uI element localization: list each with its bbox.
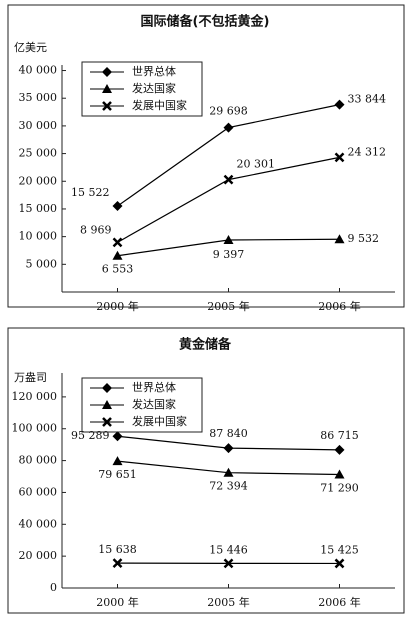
legend-label: 世界总体 [132,64,176,78]
x-tick-label: 2005 年 [207,299,250,313]
legend-label: 发达国家 [132,81,176,95]
data-label: 15 425 [320,543,359,556]
data-label: 72 394 [209,480,248,493]
marker [112,431,123,442]
marker [334,152,345,163]
data-label: 9 397 [213,248,245,261]
marker [112,558,123,568]
y-tick-label: 40 000 [19,517,58,530]
y-tick-label: 10 000 [19,230,58,243]
marker [112,250,123,260]
legend-marker [102,417,112,427]
chart-title: 黄金储备 [179,337,232,353]
y-axis-label: 亿美元 [14,41,47,54]
data-label: 15 522 [71,186,110,199]
y-tick-label: 25 000 [19,147,58,160]
y-tick-label: 40 000 [19,64,58,77]
data-label: 79 651 [98,468,137,481]
data-label: 6 553 [102,263,134,276]
data-label: 20 301 [237,158,276,171]
marker [334,444,345,455]
legend-label: 世界总体 [132,380,176,394]
frame [7,327,405,614]
data-label: 71 290 [320,481,359,494]
x-tick-label: 2000 年 [96,595,139,609]
line [117,104,340,207]
marker [223,234,234,244]
x-tick-label: 2000 年 [96,299,139,313]
y-tick-label: 80 000 [19,454,58,467]
legend-label: 发达国家 [132,397,176,411]
y-tick-label: 120 000 [12,390,58,403]
legend-label: 发展中国家 [132,98,187,112]
data-label: 95 289 [71,429,110,442]
marker [112,237,123,248]
legend-label: 发展中国家 [132,414,187,428]
y-tick-label: 20 000 [19,549,58,562]
y-tick-label: 100 000 [12,422,58,435]
legend-marker [102,383,112,393]
chart-title: 国际储备(不包括黄金) [141,14,270,30]
data-label: 9 532 [348,232,380,245]
x-tick-label: 2005 年 [207,595,250,609]
marker [223,174,234,185]
y-tick-label: 15 000 [19,202,58,215]
data-label: 15 638 [98,543,137,556]
data-label: 33 844 [348,93,387,106]
data-label: 15 446 [209,543,248,556]
marker [223,558,234,569]
marker [112,201,123,212]
frame [7,4,405,308]
x-tick-label: 2006 年 [318,595,361,609]
data-label: 8 969 [80,223,112,236]
marker [112,456,123,466]
y-tick-label: 0 [50,581,57,594]
marker [334,99,345,110]
x-tick-label: 2006 年 [318,299,361,313]
y-tick-label: 60 000 [19,485,58,498]
y-tick-label: 20 000 [19,174,58,187]
marker [334,234,345,244]
legend-box [81,377,203,433]
legend-box [81,61,203,117]
line [117,156,340,243]
legend-marker [102,400,112,409]
marker [223,467,234,477]
y-tick-label: 5 000 [26,257,58,270]
data-label: 24 312 [348,145,387,158]
legend-marker [102,84,112,93]
marker [223,122,234,133]
y-axis-label: 万盎司 [14,370,47,384]
y-tick-label: 35 000 [19,91,58,104]
marker [334,558,345,569]
marker [223,443,234,454]
legend-marker [102,67,112,77]
marker [334,469,345,479]
data-label: 87 840 [209,427,248,440]
data-label: 86 715 [320,429,359,442]
y-tick-label: 30 000 [19,119,58,132]
legend-marker [102,101,112,111]
data-label: 29 698 [209,105,248,118]
